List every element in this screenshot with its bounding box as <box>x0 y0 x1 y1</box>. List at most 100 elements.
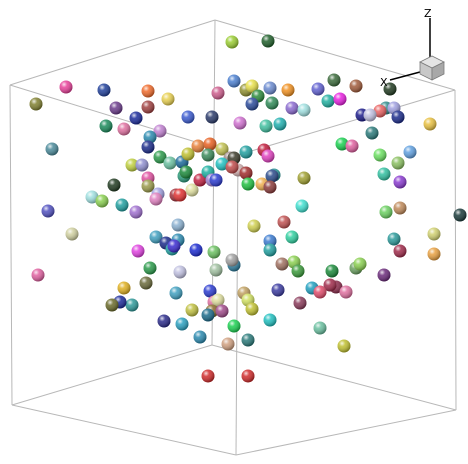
sphere <box>391 156 405 170</box>
sphere <box>211 86 225 100</box>
sphere <box>141 100 155 114</box>
sphere <box>209 173 223 187</box>
sphere <box>377 167 391 181</box>
sphere <box>41 204 55 218</box>
sphere <box>131 244 145 258</box>
sphere <box>313 285 327 299</box>
sphere <box>387 232 401 246</box>
sphere <box>153 150 167 164</box>
sphere <box>291 264 305 278</box>
sphere <box>285 230 299 244</box>
sphere <box>363 108 377 122</box>
sphere <box>261 149 275 163</box>
sphere <box>227 74 241 88</box>
sphere <box>201 369 215 383</box>
sphere <box>225 35 239 49</box>
sphere-cloud <box>29 34 467 383</box>
sphere <box>263 180 277 194</box>
sphere <box>149 192 163 206</box>
sphere <box>365 126 379 140</box>
sphere <box>245 79 259 93</box>
sphere <box>125 158 139 172</box>
sphere <box>185 303 199 317</box>
sphere <box>241 369 255 383</box>
box-edge <box>214 19 456 91</box>
sphere <box>179 165 193 179</box>
sphere <box>373 148 387 162</box>
sphere <box>117 281 131 295</box>
sphere <box>117 122 131 136</box>
sphere <box>293 296 307 310</box>
sphere <box>201 308 215 322</box>
sphere <box>337 339 351 353</box>
sphere <box>45 142 59 156</box>
sphere <box>65 227 79 241</box>
sphere <box>427 227 441 241</box>
sphere <box>157 314 171 328</box>
box-edge <box>235 154 239 456</box>
sphere <box>281 83 295 97</box>
x-axis-line <box>389 71 421 81</box>
sphere <box>173 265 187 279</box>
orientation-cube-icon <box>419 55 445 81</box>
box-edge <box>211 344 457 411</box>
sphere <box>193 330 207 344</box>
sphere <box>325 264 339 278</box>
sphere <box>143 130 157 144</box>
box-edge <box>237 89 456 156</box>
sphere <box>105 298 119 312</box>
sphere <box>109 101 123 115</box>
sphere <box>339 285 353 299</box>
sphere <box>29 97 43 111</box>
bounding-box <box>9 19 457 456</box>
sphere <box>115 198 129 212</box>
sphere <box>221 337 235 351</box>
sphere <box>135 158 149 172</box>
sphere <box>247 219 261 233</box>
sphere <box>95 194 109 208</box>
sphere <box>297 103 311 117</box>
sphere <box>335 137 349 151</box>
orientation-axes[interactable]: Z X <box>380 7 445 89</box>
box-edge <box>454 89 457 411</box>
sphere <box>277 215 291 229</box>
sphere <box>265 96 279 110</box>
sphere <box>171 218 185 232</box>
sphere <box>191 139 205 153</box>
z-axis-label: Z <box>424 7 432 20</box>
sphere <box>263 234 277 248</box>
sphere <box>263 243 277 257</box>
box-edge <box>235 409 457 456</box>
sphere <box>107 178 121 192</box>
sphere <box>241 333 255 347</box>
sphere <box>295 199 309 213</box>
sphere <box>185 183 199 197</box>
sphere <box>209 263 223 277</box>
x-axis-label: X <box>380 76 388 89</box>
sphere <box>203 284 217 298</box>
sphere <box>85 190 99 204</box>
sphere <box>141 140 155 154</box>
sphere <box>193 173 207 187</box>
sphere <box>161 92 175 106</box>
sphere <box>225 160 239 174</box>
sphere <box>169 286 183 300</box>
sphere <box>181 110 195 124</box>
sphere <box>383 82 397 96</box>
sphere <box>139 276 153 290</box>
sphere <box>373 104 387 118</box>
sphere <box>245 302 259 316</box>
sphere <box>97 83 111 97</box>
sphere <box>379 205 393 219</box>
sphere <box>241 177 255 191</box>
sphere <box>353 257 367 271</box>
sphere <box>333 92 347 106</box>
sphere <box>245 97 259 111</box>
sphere <box>265 169 279 183</box>
sphere <box>327 73 341 87</box>
sphere <box>141 84 155 98</box>
sphere <box>453 208 467 222</box>
sphere <box>215 142 229 156</box>
sphere <box>239 145 253 159</box>
